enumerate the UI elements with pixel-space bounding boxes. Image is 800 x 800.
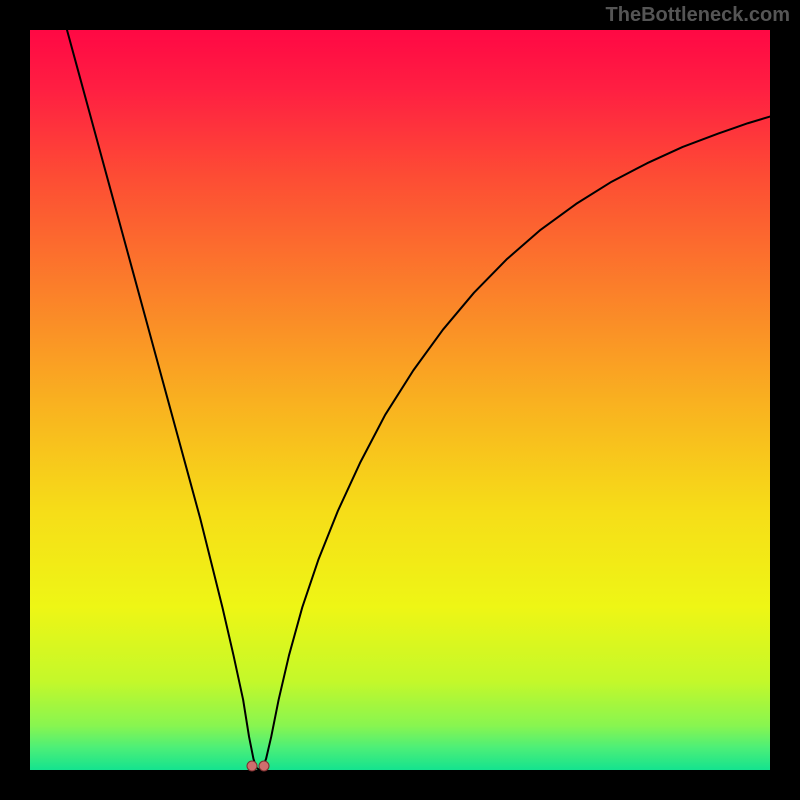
bottleneck-curve	[67, 30, 770, 770]
chart-root: TheBottleneck.com	[0, 0, 800, 800]
data-marker-0	[247, 760, 258, 771]
data-marker-1	[258, 760, 269, 771]
plot-area	[30, 30, 770, 770]
curve-svg	[30, 30, 770, 770]
watermark-text: TheBottleneck.com	[606, 4, 790, 27]
